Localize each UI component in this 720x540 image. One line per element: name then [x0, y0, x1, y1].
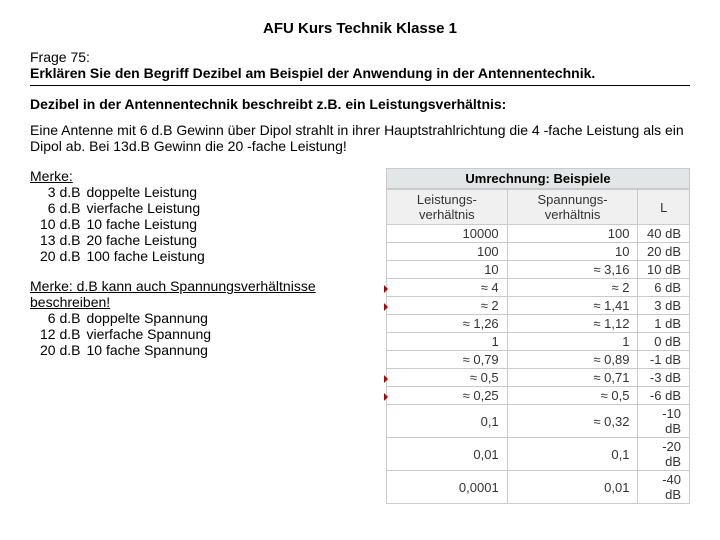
conv-cell-voltage: 1 — [507, 333, 638, 351]
conv-cell-l: 20 dB — [638, 243, 690, 261]
merke1-db: 10 d.B — [30, 216, 86, 232]
conv-cell-power: ≈ 0,5 — [387, 369, 508, 387]
conv-cell-l: 1 dB — [638, 315, 690, 333]
conv-row: ≈ 0,5≈ 0,71-3 dB — [387, 369, 690, 387]
conv-cell-l: 6 dB — [638, 279, 690, 297]
conv-row: 0,010,1-20 dB — [387, 438, 690, 471]
conv-cell-l: -6 dB — [638, 387, 690, 405]
conv-row: 0,00010,01-40 dB — [387, 471, 690, 504]
conv-cell-l: -3 dB — [638, 369, 690, 387]
merke1-db: 20 d.B — [30, 248, 86, 264]
merke1-text: 100 fache Leistung — [86, 248, 210, 264]
merke1-text: doppelte Leistung — [86, 184, 210, 200]
conv-cell-voltage: ≈ 3,16 — [507, 261, 638, 279]
merke1-row: 13 d.B20 fache Leistung — [30, 232, 211, 248]
merke2-text: doppelte Spannung — [86, 310, 217, 326]
conv-cell-power: 0,1 — [387, 405, 508, 438]
conversion-table: Leistungs- verhältnis Spannungs- verhält… — [386, 189, 690, 504]
conv-row: 1000010040 dB — [387, 225, 690, 243]
merke2-label: Merke: d.B kann auch Spannungsverhältnis… — [30, 278, 370, 310]
conv-cell-power: ≈ 4 — [387, 279, 508, 297]
conv-cell-l: -40 dB — [638, 471, 690, 504]
merke1-row: 20 d.B100 fache Leistung — [30, 248, 211, 264]
conv-row: ≈ 1,26≈ 1,121 dB — [387, 315, 690, 333]
conv-header-l: L — [638, 190, 690, 225]
conv-header-voltage: Spannungs- verhältnis — [507, 190, 638, 225]
conv-cell-power: ≈ 2 — [387, 297, 508, 315]
conv-cell-l: -20 dB — [638, 438, 690, 471]
question-text: Erklären Sie den Begriff Dezibel am Beis… — [30, 65, 690, 86]
merke1-text: 10 fache Leistung — [86, 216, 210, 232]
conv-cell-voltage: ≈ 1,41 — [507, 297, 638, 315]
merke1-row: 6 d.Bvierfache Leistung — [30, 200, 211, 216]
conv-row: ≈ 0,25≈ 0,5-6 dB — [387, 387, 690, 405]
conv-row: 0,1≈ 0,32-10 dB — [387, 405, 690, 438]
merke2-row: 6 d.Bdoppelte Spannung — [30, 310, 217, 326]
question-label: Frage 75: — [30, 49, 690, 65]
merke2-row: 12 d.Bvierfache Spannung — [30, 326, 217, 342]
merke2-table: 6 d.Bdoppelte Spannung12 d.Bvierfache Sp… — [30, 310, 217, 358]
conv-cell-l: 0 dB — [638, 333, 690, 351]
merke2-db: 12 d.B — [30, 326, 86, 342]
merke2-text: vierfache Spannung — [86, 326, 217, 342]
conv-cell-power: 0,0001 — [387, 471, 508, 504]
conv-cell-power: 0,01 — [387, 438, 508, 471]
merke1-row: 3 d.Bdoppelte Leistung — [30, 184, 211, 200]
conv-cell-l: 3 dB — [638, 297, 690, 315]
merke1-label: Merke: — [30, 168, 370, 184]
conv-cell-voltage: ≈ 2 — [507, 279, 638, 297]
answer-body: Eine Antenne mit 6 d.B Gewinn über Dipol… — [30, 122, 690, 154]
conv-cell-power: ≈ 1,26 — [387, 315, 508, 333]
merke2-db: 20 d.B — [30, 342, 86, 358]
conv-row: 110 dB — [387, 333, 690, 351]
conv-cell-power: 1 — [387, 333, 508, 351]
conv-cell-voltage: ≈ 1,12 — [507, 315, 638, 333]
conv-row: ≈ 0,79≈ 0,89-1 dB — [387, 351, 690, 369]
merke2-row: 20 d.B10 fache Spannung — [30, 342, 217, 358]
conv-cell-l: 40 dB — [638, 225, 690, 243]
conv-cell-power: 10 — [387, 261, 508, 279]
merke1-db: 6 d.B — [30, 200, 86, 216]
merke1-row: 10 d.B10 fache Leistung — [30, 216, 211, 232]
conv-row: 1001020 dB — [387, 243, 690, 261]
conv-row: ≈ 2≈ 1,413 dB — [387, 297, 690, 315]
merke1-db: 13 d.B — [30, 232, 86, 248]
conv-row: 10≈ 3,1610 dB — [387, 261, 690, 279]
conv-cell-voltage: ≈ 0,71 — [507, 369, 638, 387]
conv-row: ≈ 4≈ 26 dB — [387, 279, 690, 297]
conv-cell-voltage: 0,01 — [507, 471, 638, 504]
conv-cell-power: 100 — [387, 243, 508, 261]
conv-cell-voltage: 0,1 — [507, 438, 638, 471]
conv-cell-power: ≈ 0,79 — [387, 351, 508, 369]
conversion-caption: Umrechnung: Beispiele — [386, 168, 690, 189]
merke1-text: vierfache Leistung — [86, 200, 210, 216]
conv-cell-l: 10 dB — [638, 261, 690, 279]
conv-header-power: Leistungs- verhältnis — [387, 190, 508, 225]
conv-cell-power: ≈ 0,25 — [387, 387, 508, 405]
conv-cell-power: 10000 — [387, 225, 508, 243]
merke1-db: 3 d.B — [30, 184, 86, 200]
conv-cell-l: -10 dB — [638, 405, 690, 438]
conv-cell-voltage: 100 — [507, 225, 638, 243]
merke2-db: 6 d.B — [30, 310, 86, 326]
conv-cell-voltage: ≈ 0,32 — [507, 405, 638, 438]
merke1-text: 20 fache Leistung — [86, 232, 210, 248]
page-title: AFU Kurs Technik Klasse 1 — [30, 20, 690, 37]
conv-cell-voltage: 10 — [507, 243, 638, 261]
conv-cell-l: -1 dB — [638, 351, 690, 369]
merke2-text: 10 fache Spannung — [86, 342, 217, 358]
merke1-table: 3 d.Bdoppelte Leistung6 d.Bvierfache Lei… — [30, 184, 211, 264]
answer-heading: Dezibel in der Antennentechnik beschreib… — [30, 96, 690, 112]
conv-cell-voltage: ≈ 0,5 — [507, 387, 638, 405]
conv-cell-voltage: ≈ 0,89 — [507, 351, 638, 369]
